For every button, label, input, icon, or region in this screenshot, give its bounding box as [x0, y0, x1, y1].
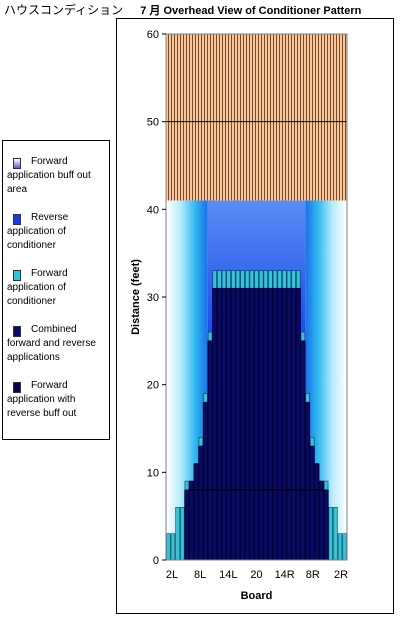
- title-prefix: ハウスコンディション: [4, 3, 124, 17]
- reverse-conditioner-bar: [249, 287, 255, 561]
- dry-area: [166, 34, 347, 201]
- x-tick-label: 14L: [219, 569, 237, 581]
- legend-label-combined: Combined forward and reverse application…: [7, 324, 96, 363]
- reverse-conditioner-bar: [193, 463, 199, 561]
- reverse-conditioner-bar: [277, 287, 282, 561]
- reverse-conditioner-bar: [240, 287, 245, 561]
- reverse-conditioner-bar: [231, 287, 236, 561]
- legend-swatch-reverse-buffout: [13, 382, 21, 393]
- x-tick-label: 14R: [275, 569, 295, 581]
- reverse-conditioner-bar: [282, 287, 287, 561]
- reverse-conditioner-bar: [268, 287, 273, 561]
- chart-axes: 0 10 20 30 40 50 60 2L 8L 14L 20 14R 8R 2R Board Distan…: [130, 29, 348, 602]
- forward-conditioner-bar: [180, 507, 185, 561]
- reverse-conditioner-bar: [221, 287, 227, 561]
- forward-conditioner-bar: [170, 533, 176, 561]
- legend-label-reverse-conditioner: Reverse application of conditioner: [7, 212, 69, 251]
- reverse-conditioner-bar: [300, 340, 306, 561]
- legend-swatch-forward-conditioner: [13, 270, 21, 281]
- reverse-conditioner-bar: [244, 287, 250, 561]
- x-tick-label: 2R: [334, 569, 348, 581]
- legend-swatch-forward-buffout: [13, 158, 21, 169]
- reverse-conditioner-bar: [319, 480, 324, 561]
- forward-conditioner-bar: [328, 507, 333, 561]
- reverse-conditioner-bar: [235, 287, 241, 561]
- y-tick-label: 40: [147, 204, 159, 216]
- chart-plot: 0 10 20 30 40 50 60 2L 8L 14L 20 14R 8R 2R Board Distan…: [130, 29, 348, 602]
- legend-label-forward-conditioner: Forward application of conditioner: [7, 268, 68, 307]
- y-axis-title: Distance (feet): [130, 259, 142, 335]
- reverse-conditioner-bar: [258, 287, 264, 561]
- legend-label-reverse-buffout: Forward application with reverse buff ou…: [7, 380, 77, 419]
- reverse-conditioner-bar: [309, 445, 315, 561]
- forward-conditioner-bar: [175, 507, 180, 561]
- legend-label-forward-buffout: Forward application buff out area: [7, 156, 91, 195]
- reverse-conditioner-bar: [291, 287, 296, 561]
- reverse-conditioner-bar: [263, 287, 269, 561]
- y-tick-label: 60: [147, 29, 159, 41]
- reverse-conditioner-bar: [254, 287, 259, 561]
- forward-conditioner-bar: [333, 507, 338, 561]
- y-tick-label: 10: [147, 467, 159, 479]
- reverse-conditioner-bar: [314, 463, 320, 561]
- forward-conditioner-bar: [166, 533, 171, 561]
- x-tick-label: 20: [250, 569, 262, 581]
- reverse-conditioner-bar: [184, 489, 190, 561]
- reverse-conditioner-bar: [286, 287, 292, 561]
- title-main: Overhead View of Conditioner Pattern: [163, 5, 362, 17]
- y-tick-label: 30: [147, 292, 159, 304]
- legend-swatch-reverse-conditioner: [13, 214, 21, 225]
- forward-conditioner-bar: [342, 533, 347, 561]
- reverse-conditioner-bar: [217, 287, 222, 561]
- title-month: 7 月: [140, 5, 161, 17]
- reverse-conditioner-bar: [198, 445, 204, 561]
- reverse-conditioner-bar: [305, 401, 310, 561]
- x-tick-label: 8L: [194, 569, 206, 581]
- reverse-conditioner-bar: [207, 340, 213, 561]
- reverse-conditioner-bar: [323, 489, 329, 561]
- reverse-conditioner-bar: [203, 401, 208, 561]
- reverse-conditioner-bar: [272, 287, 278, 561]
- x-tick-label: 2L: [166, 569, 178, 581]
- reverse-conditioner-bar: [189, 480, 194, 561]
- page-title: ハウスコンディション 7 月 Overhead View of Conditio…: [4, 1, 400, 18]
- y-tick-label: 0: [153, 555, 159, 567]
- forward-conditioner-bar: [337, 533, 343, 561]
- reverse-conditioner-bar: [212, 287, 217, 561]
- legend-swatch-combined: [13, 326, 21, 337]
- chart-legend: Forward application buff out area Revers…: [2, 140, 110, 440]
- y-tick-label: 50: [147, 117, 159, 129]
- reverse-conditioner-bar: [226, 287, 231, 561]
- chart-frame: 0 10 20 30 40 50 60 2L 8L 14L 20 14R 8R 2R Board Distan…: [116, 18, 394, 614]
- x-tick-label: 8R: [306, 569, 320, 581]
- reverse-conditioner-bar: [296, 287, 301, 561]
- x-axis-title: Board: [241, 590, 273, 602]
- chart-marks: [166, 121, 347, 561]
- y-tick-label: 20: [147, 380, 159, 392]
